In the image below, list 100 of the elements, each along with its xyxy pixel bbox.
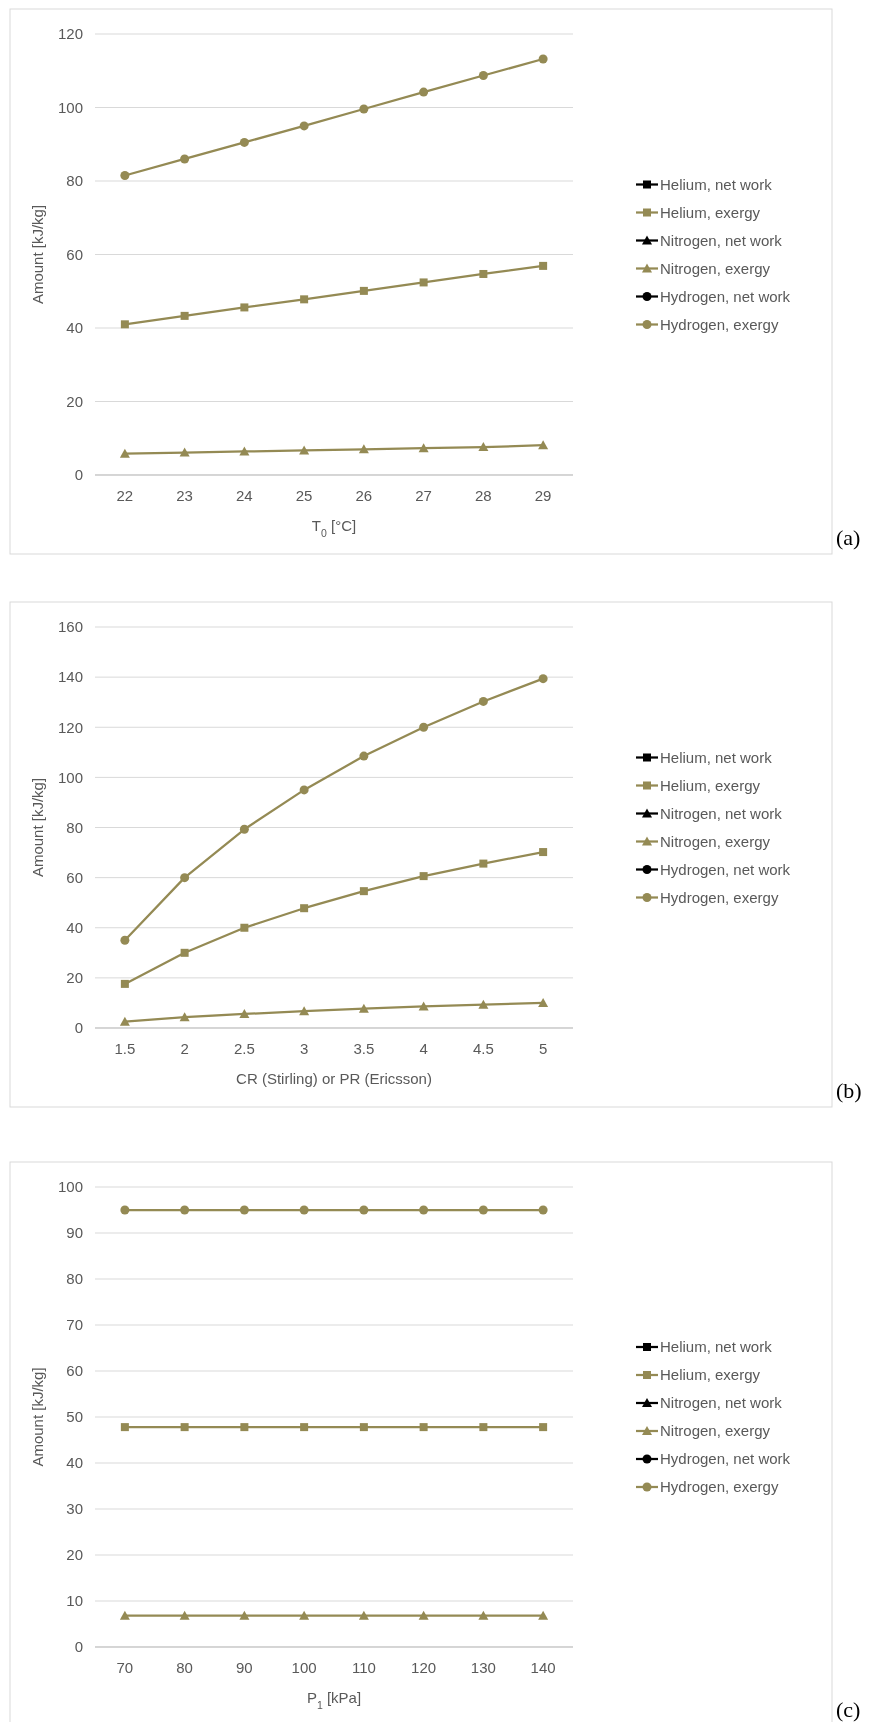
point xyxy=(538,54,548,64)
legend-label: Nitrogen, exergy xyxy=(660,259,771,277)
point xyxy=(239,824,249,834)
point xyxy=(418,1610,429,1620)
point xyxy=(240,923,249,932)
y-tick-label: 100 xyxy=(57,1178,83,1196)
legend-label: Nitrogen, net work xyxy=(660,1394,783,1412)
x-axis-title: P$_{1}$ [kPa] xyxy=(306,1689,362,1711)
point xyxy=(299,121,309,131)
y-tick-label: 0 xyxy=(74,466,83,484)
point xyxy=(119,1610,130,1620)
point xyxy=(180,311,189,320)
x-tick-label: 28 xyxy=(475,487,492,504)
point xyxy=(119,448,130,458)
y-axis-title: Amount [kJ/kg] xyxy=(29,204,46,305)
point xyxy=(239,1205,249,1215)
point xyxy=(478,999,489,1009)
point xyxy=(180,873,190,883)
point xyxy=(179,1012,190,1022)
point xyxy=(359,286,368,295)
point xyxy=(120,935,130,945)
point xyxy=(419,722,429,732)
y-tick-label: 60 xyxy=(66,1362,83,1380)
legend-label: Nitrogen, net work xyxy=(660,231,783,249)
y-tick-label: 90 xyxy=(66,1224,83,1242)
point xyxy=(299,785,309,795)
y-axis-title: Amount [kJ/kg] xyxy=(29,777,46,878)
point xyxy=(538,997,549,1007)
legend-label: Hydrogen, net work xyxy=(660,287,791,305)
point xyxy=(538,674,548,684)
legend-label: Nitrogen, exergy xyxy=(660,1422,771,1440)
y-tick-label: 80 xyxy=(66,818,83,836)
legend-label: Helium, exergy xyxy=(660,776,761,794)
point xyxy=(358,444,369,454)
legend-label: Hydrogen, net work xyxy=(660,860,791,878)
point xyxy=(538,1610,549,1620)
point xyxy=(359,751,369,761)
x-tick-label: 80 xyxy=(176,1659,193,1676)
point xyxy=(418,443,429,453)
y-tick-label: 50 xyxy=(66,1408,83,1426)
x-tick-label: 100 xyxy=(291,1659,317,1676)
y-tick-label: 60 xyxy=(66,868,83,886)
y-tick-label: 30 xyxy=(66,1500,83,1518)
point xyxy=(539,848,548,857)
point xyxy=(239,446,250,456)
point xyxy=(180,948,189,957)
point xyxy=(299,445,310,455)
y-tick-label: 40 xyxy=(66,319,83,337)
point xyxy=(240,303,249,312)
x-tick-label: 27 xyxy=(415,487,432,504)
y-tick-label: 140 xyxy=(57,668,83,686)
y-tick-label: 80 xyxy=(66,172,83,190)
point xyxy=(180,1423,189,1432)
legend-label: Helium, net work xyxy=(660,175,773,193)
point xyxy=(239,137,249,147)
point xyxy=(120,979,129,988)
legend-label: Hydrogen, exergy xyxy=(660,888,779,906)
point xyxy=(419,278,428,287)
point xyxy=(419,872,428,881)
x-tick-label: 23 xyxy=(176,487,193,504)
point xyxy=(300,295,309,304)
x-tick-label: 29 xyxy=(534,487,552,504)
legend-label: Hydrogen, exergy xyxy=(660,1478,779,1496)
x-tick-label: 3.5 xyxy=(353,1040,375,1057)
text: (b) xyxy=(836,1078,862,1103)
point xyxy=(359,1205,369,1215)
point xyxy=(478,696,488,706)
point xyxy=(478,71,488,81)
point xyxy=(419,87,429,97)
x-tick-label: 24 xyxy=(236,487,253,504)
y-tick-label: 0 xyxy=(74,1019,83,1037)
x-axis-title: T$_{0}$ [°C] xyxy=(311,517,357,539)
text: (a) xyxy=(836,525,861,550)
x-tick-label: 70 xyxy=(116,1659,134,1676)
point xyxy=(300,1423,309,1432)
point xyxy=(299,1610,310,1620)
point xyxy=(359,887,368,896)
point xyxy=(120,1423,129,1432)
y-tick-label: 20 xyxy=(66,969,83,987)
point xyxy=(120,170,130,180)
x-tick-label: 130 xyxy=(470,1659,496,1676)
y-tick-label: 20 xyxy=(66,1546,83,1564)
x-tick-label: 22 xyxy=(116,487,134,504)
legend-label: Helium, net work xyxy=(660,1338,773,1356)
point xyxy=(180,154,190,164)
point xyxy=(538,1205,548,1215)
legend-label: Nitrogen, net work xyxy=(660,804,783,822)
point xyxy=(478,1610,489,1620)
legend-label: Helium, net work xyxy=(660,748,773,766)
x-tick-label: 4 xyxy=(419,1040,428,1057)
legend-label: Nitrogen, exergy xyxy=(660,832,771,850)
x-tick-label: 1.5 xyxy=(114,1040,136,1057)
x-tick-label: 110 xyxy=(351,1659,376,1676)
point xyxy=(359,104,369,114)
point xyxy=(419,1423,428,1432)
point xyxy=(239,1008,250,1018)
y-tick-label: 120 xyxy=(57,718,83,736)
point xyxy=(358,1610,369,1620)
point xyxy=(478,442,489,452)
y-tick-label: 80 xyxy=(66,1270,83,1288)
